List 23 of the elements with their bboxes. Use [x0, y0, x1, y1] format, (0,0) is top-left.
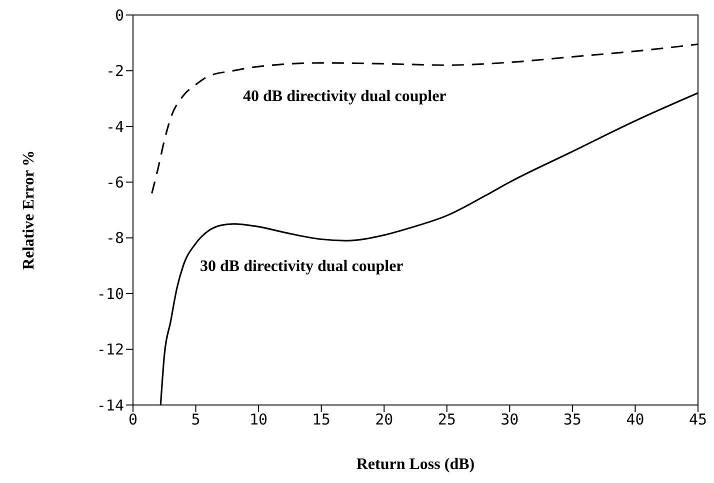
- y-tick-label: -4: [106, 118, 124, 136]
- y-tick-label: -14: [96, 396, 124, 414]
- x-tick-label: 15: [312, 410, 330, 429]
- y-tick-label: -10: [96, 284, 124, 303]
- x-tick-label: 10: [250, 410, 268, 429]
- x-tick-label: 40: [626, 410, 644, 429]
- x-tick-label: 35: [563, 410, 582, 429]
- x-tick-label: 5: [191, 410, 200, 429]
- series-label: 40 dB directivity dual coupler: [243, 88, 446, 105]
- y-tick-label: -8: [106, 229, 124, 248]
- x-tick-label: 30: [500, 410, 519, 429]
- x-tick-label: 45: [688, 410, 708, 429]
- series-label: 30 dB directivity dual coupler: [200, 258, 404, 275]
- y-tick-label: -6: [106, 173, 124, 192]
- x-tick-label: 0: [128, 410, 138, 429]
- x-tick-label: 25: [438, 410, 456, 429]
- y-axis-title: Relative Error %: [20, 150, 38, 270]
- y-tick-label: 0: [114, 6, 124, 24]
- y-tick-label: -2: [106, 62, 124, 80]
- x-axis-title: Return Loss (dB): [356, 456, 475, 473]
- line-series: [151, 43, 698, 194]
- y-tick-label: -12: [96, 340, 124, 359]
- x-tick-label: 20: [375, 410, 394, 429]
